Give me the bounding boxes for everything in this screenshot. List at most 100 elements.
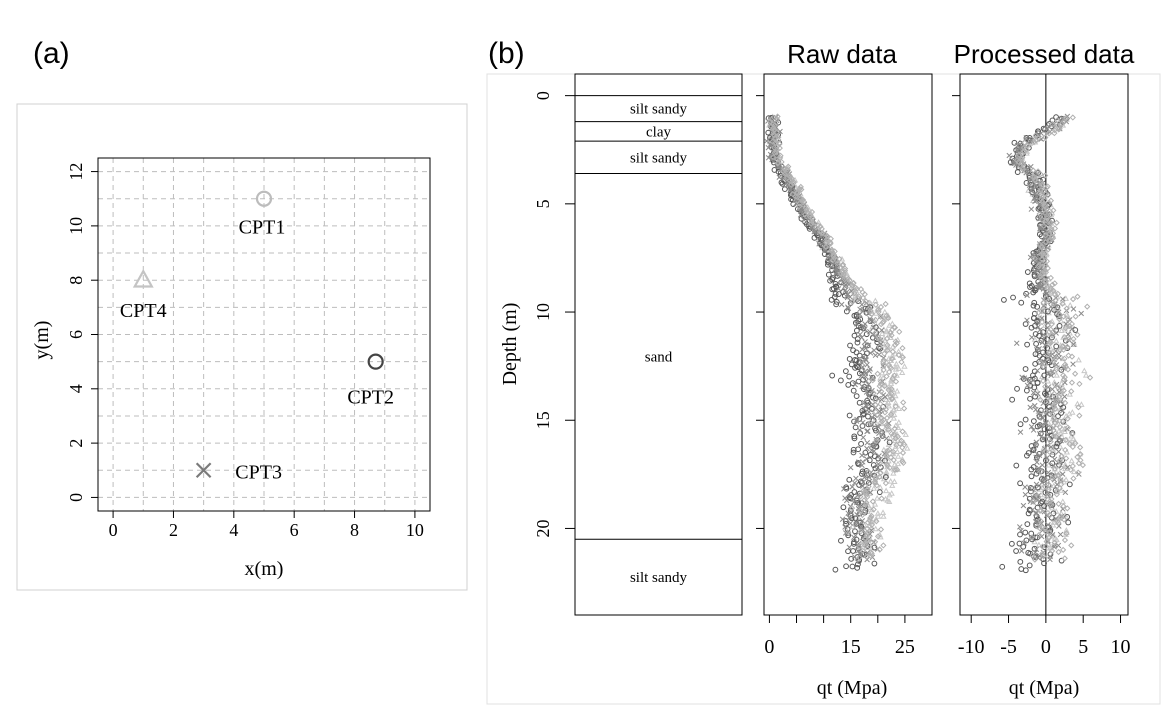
data-point <box>876 336 883 343</box>
data-point <box>900 459 907 467</box>
data-point <box>1040 303 1047 309</box>
data-point <box>895 351 902 359</box>
data-point <box>771 149 778 156</box>
data-point <box>876 453 882 459</box>
cross-stroke <box>878 327 885 333</box>
data-point <box>801 211 809 218</box>
data-point <box>1039 315 1045 321</box>
data-point <box>847 503 854 510</box>
data-point <box>1050 403 1057 410</box>
data-point <box>892 392 899 399</box>
data-point <box>806 213 813 220</box>
data-point <box>1046 498 1054 505</box>
data-point <box>871 538 879 545</box>
data-point <box>859 334 865 341</box>
data-point <box>1013 340 1020 346</box>
data-point <box>874 466 880 472</box>
data-point <box>808 224 815 231</box>
data-point <box>851 433 858 440</box>
data-point <box>827 277 833 284</box>
data-point <box>829 372 836 379</box>
cross-stroke <box>1063 321 1069 327</box>
data-point <box>765 155 772 161</box>
cross-stroke <box>856 459 862 465</box>
data-point <box>1023 169 1029 176</box>
data-point <box>1042 232 1049 239</box>
data-point <box>882 487 890 494</box>
data-point <box>892 403 899 410</box>
data-point <box>881 350 888 357</box>
data-point <box>1064 415 1071 422</box>
data-point <box>892 363 900 370</box>
data-point <box>871 501 879 507</box>
data-point <box>1069 409 1076 415</box>
data-point <box>886 498 893 504</box>
data-point <box>1037 171 1044 178</box>
cross-stroke <box>862 345 869 352</box>
data-point <box>1050 301 1057 308</box>
data-point <box>846 373 853 380</box>
data-point <box>1032 132 1039 139</box>
data-point <box>1072 440 1079 447</box>
data-point <box>1063 305 1070 312</box>
data-point <box>853 321 860 327</box>
data-point <box>1038 181 1045 188</box>
data-point <box>1064 113 1071 120</box>
data-point <box>1041 483 1049 490</box>
data-point <box>859 301 865 308</box>
data-point <box>1032 442 1039 449</box>
data-point <box>1070 468 1078 475</box>
cross-stroke <box>828 264 835 270</box>
data-point <box>1008 540 1015 547</box>
data-point <box>883 435 890 442</box>
data-point <box>1014 169 1021 176</box>
cross-stroke <box>862 373 869 380</box>
data-point <box>1023 180 1030 186</box>
data-point <box>1037 507 1045 514</box>
cross-stroke <box>1019 374 1025 381</box>
cross-stroke <box>1054 481 1060 488</box>
data-point <box>895 365 902 371</box>
data-point <box>776 145 783 152</box>
cross-stroke <box>865 393 872 399</box>
data-point <box>1030 138 1038 145</box>
data-point <box>877 400 884 408</box>
data-point <box>1037 396 1044 403</box>
data-point <box>769 138 776 145</box>
data-point <box>1058 514 1065 522</box>
cross-stroke <box>862 339 868 345</box>
data-point <box>862 345 869 352</box>
data-point <box>1030 167 1037 174</box>
data-point <box>869 421 875 428</box>
cross-stroke <box>1027 485 1033 491</box>
data-point <box>1054 306 1061 313</box>
cross-stroke <box>872 352 879 359</box>
data-point <box>879 374 887 381</box>
data-point <box>850 449 857 456</box>
data-point <box>1017 480 1024 487</box>
data-point <box>1052 405 1059 412</box>
data-point <box>892 341 899 349</box>
cross-stroke <box>1033 258 1040 264</box>
data-point <box>865 468 872 476</box>
data-point <box>875 334 882 341</box>
data-point <box>859 294 867 302</box>
data-point <box>828 246 835 253</box>
data-point <box>867 419 874 426</box>
cross-stroke <box>1032 190 1038 197</box>
data-point <box>1017 524 1023 530</box>
cross-stroke <box>859 518 866 524</box>
data-point <box>1010 294 1016 301</box>
data-point <box>887 411 895 418</box>
data-point <box>895 405 903 411</box>
data-point <box>853 285 861 292</box>
data-point <box>778 179 785 186</box>
data-point <box>831 294 838 300</box>
data-point <box>864 519 871 526</box>
data-point <box>1061 555 1068 562</box>
cross-stroke <box>1041 445 1048 452</box>
cross-stroke <box>1059 296 1066 302</box>
data-point <box>1034 347 1040 353</box>
cross-stroke <box>863 378 869 384</box>
data-point <box>880 446 887 453</box>
